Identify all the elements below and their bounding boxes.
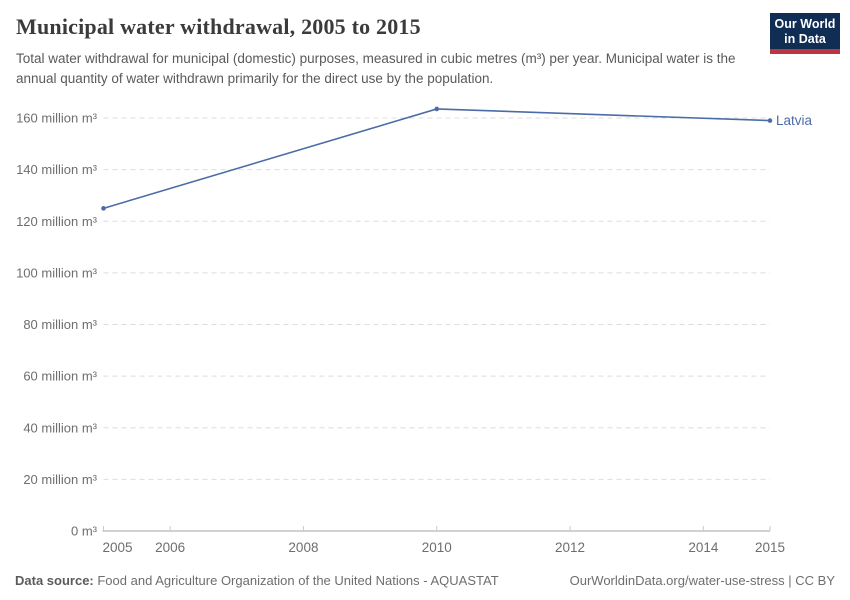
y-tick-label: 160 million m³ <box>16 111 98 126</box>
owid-logo-line2: in Data <box>784 32 826 46</box>
data-point <box>101 206 106 211</box>
y-tick-label: 0 m³ <box>71 524 98 539</box>
y-tick-label: 40 million m³ <box>23 420 97 435</box>
y-tick-label: 80 million m³ <box>23 317 97 332</box>
data-line <box>103 108 771 210</box>
data-source-text: Food and Agriculture Organization of the… <box>93 573 499 588</box>
x-tick-label: 2015 <box>755 540 785 555</box>
credit-link[interactable]: OurWorldinData.org/water-use-stress | CC… <box>569 573 835 588</box>
y-tick-label: 20 million m³ <box>23 472 97 487</box>
data-source-label: Data source: <box>15 573 94 588</box>
owid-logo: Our World in Data <box>770 13 840 54</box>
data-source-note: Data source: Food and Agriculture Organi… <box>15 573 499 588</box>
chart-header: Municipal water withdrawal, 2005 to 2015… <box>16 12 840 89</box>
x-tick-label: 2005 <box>103 540 133 555</box>
owid-logo-line1: Our World <box>774 17 836 31</box>
data-point <box>767 118 773 123</box>
y-tick-label: 60 million m³ <box>23 369 97 384</box>
series-label: Latvia <box>776 113 813 128</box>
x-tick-label: 2008 <box>288 540 318 555</box>
chart-subtitle: Total water withdrawal for municipal (do… <box>16 51 736 86</box>
x-tick-label: 2006 <box>155 540 185 555</box>
y-tick-label: 140 million m³ <box>16 162 98 177</box>
data-point <box>434 106 440 112</box>
chart-footer: Data source: Food and Agriculture Organi… <box>15 573 835 588</box>
x-tick-label: 2014 <box>688 540 719 555</box>
y-tick-label: 120 million m³ <box>16 214 98 229</box>
page-title: Municipal water withdrawal, 2005 to 2015 <box>16 14 421 39</box>
y-tick-label: 100 million m³ <box>16 265 98 280</box>
x-tick-label: 2010 <box>422 540 452 555</box>
x-tick-label: 2012 <box>555 540 585 555</box>
